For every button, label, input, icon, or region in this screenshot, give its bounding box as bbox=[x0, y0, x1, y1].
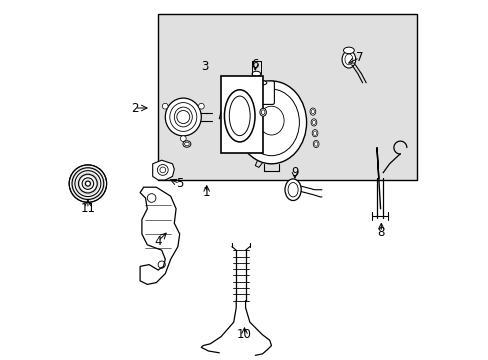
Ellipse shape bbox=[342, 51, 355, 68]
Ellipse shape bbox=[311, 130, 317, 137]
Circle shape bbox=[76, 172, 99, 195]
Text: 10: 10 bbox=[237, 328, 251, 341]
Ellipse shape bbox=[251, 71, 260, 76]
Circle shape bbox=[180, 136, 186, 141]
Text: 8: 8 bbox=[377, 226, 384, 239]
FancyBboxPatch shape bbox=[249, 81, 274, 104]
Ellipse shape bbox=[258, 106, 284, 135]
Ellipse shape bbox=[183, 141, 190, 147]
Ellipse shape bbox=[343, 47, 354, 54]
Text: 1: 1 bbox=[203, 186, 210, 199]
Polygon shape bbox=[140, 187, 179, 284]
Text: 4: 4 bbox=[154, 235, 162, 248]
Text: 3: 3 bbox=[201, 60, 208, 73]
Ellipse shape bbox=[313, 140, 318, 148]
Circle shape bbox=[162, 103, 168, 109]
Ellipse shape bbox=[165, 98, 201, 136]
Circle shape bbox=[198, 103, 204, 109]
Circle shape bbox=[83, 179, 92, 188]
Ellipse shape bbox=[285, 179, 301, 201]
Text: 9: 9 bbox=[290, 166, 298, 179]
Text: 2: 2 bbox=[131, 102, 138, 114]
Polygon shape bbox=[152, 160, 174, 180]
Text: 5: 5 bbox=[176, 177, 183, 190]
Ellipse shape bbox=[256, 81, 266, 85]
Ellipse shape bbox=[310, 119, 316, 126]
Ellipse shape bbox=[309, 108, 315, 115]
Text: 6: 6 bbox=[251, 58, 259, 71]
Circle shape bbox=[80, 176, 96, 192]
Ellipse shape bbox=[259, 108, 266, 116]
Bar bbox=[158, 14, 416, 180]
Circle shape bbox=[86, 182, 89, 185]
Text: 11: 11 bbox=[80, 202, 95, 215]
Bar bbox=[221, 76, 262, 153]
Text: 7: 7 bbox=[355, 51, 363, 64]
Circle shape bbox=[70, 166, 105, 201]
Ellipse shape bbox=[224, 90, 255, 142]
Ellipse shape bbox=[236, 81, 306, 164]
Circle shape bbox=[73, 169, 102, 198]
